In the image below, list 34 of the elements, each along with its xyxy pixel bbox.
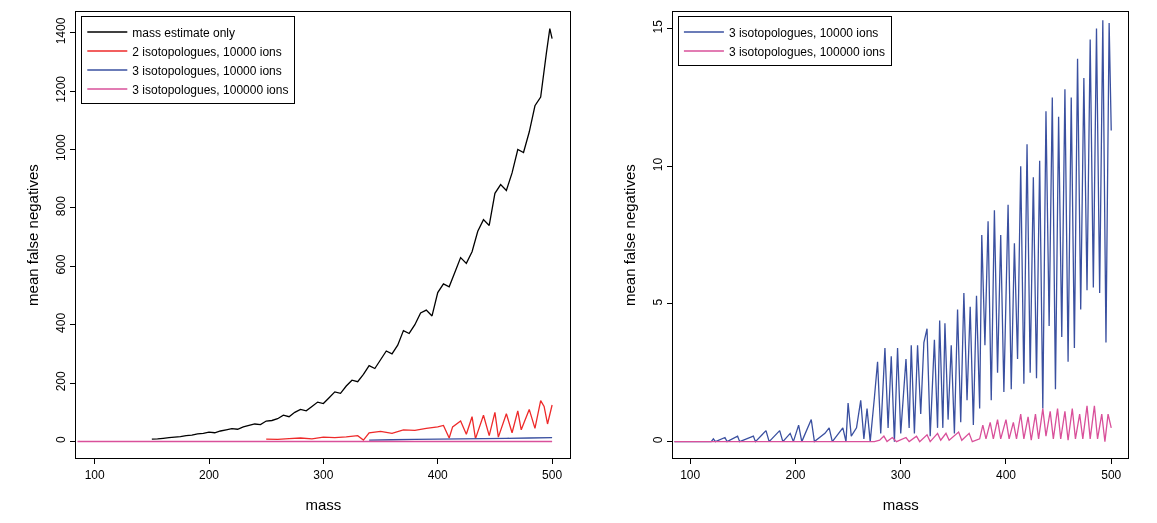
y-tick-label: 0 — [651, 436, 666, 444]
x-tick-label: 300 — [313, 467, 334, 482]
legend-label: 3 isotopologues, 100000 ions — [132, 82, 289, 97]
y-tick-label: 5 — [651, 298, 666, 306]
y-tick-label: 800 — [54, 195, 69, 217]
x-tick-label: 500 — [1101, 467, 1122, 482]
legend-label: 3 isotopologues, 10000 ions — [132, 63, 282, 78]
x-tick-label: 400 — [995, 467, 1017, 482]
legend-label: 3 isotopologues, 100000 ions — [728, 44, 886, 59]
y-tick-label: 400 — [54, 312, 69, 333]
y-tick-label: 0 — [54, 436, 69, 444]
y-tick-label: 1200 — [54, 75, 69, 103]
y-tick-label: 1400 — [54, 17, 69, 45]
y-axis-title: mean false negatives — [23, 164, 41, 306]
y-axis-title: mean false negatives — [620, 164, 638, 306]
x-tick-label: 100 — [84, 467, 105, 482]
x-axis-title: mass — [305, 495, 342, 513]
y-tick-label: 15 — [651, 19, 666, 34]
x-axis-title: mass — [882, 495, 919, 513]
y-tick-label: 600 — [54, 254, 69, 275]
line-series — [265, 399, 553, 441]
x-tick-label: 500 — [542, 467, 563, 482]
x-tick-label: 300 — [890, 467, 912, 482]
x-tick-label: 400 — [427, 467, 449, 482]
y-tick-label: 200 — [54, 370, 69, 392]
x-tick-label: 100 — [680, 467, 701, 482]
y-tick-label: 1000 — [54, 134, 69, 162]
line-series — [673, 405, 1112, 443]
legend-label: 3 isotopologues, 10000 ions — [728, 25, 879, 40]
y-tick-label: 10 — [651, 157, 666, 172]
x-tick-label: 200 — [785, 467, 806, 482]
x-tick-label: 200 — [199, 467, 220, 482]
legend-label: 2 isotopologues, 10000 ions — [132, 44, 282, 59]
legend-label: mass estimate only — [132, 25, 236, 40]
